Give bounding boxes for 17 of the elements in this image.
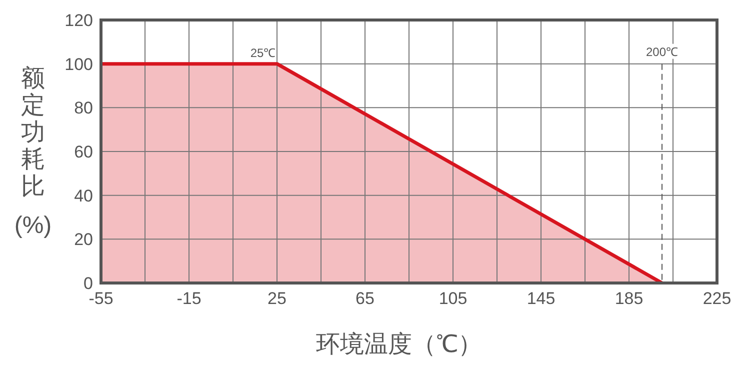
y-tick-label: 60 [74,142,93,162]
x-tick-label: 185 [614,289,644,308]
annotation: 25℃ [250,46,276,60]
x-tick-label: -15 [176,289,202,308]
ref-line-label: 200℃ [646,44,678,59]
y-tick-label: 120 [64,11,93,30]
x-tick-label: 25 [268,289,286,308]
x-tick-label: 145 [526,289,556,308]
y-tick-label: 80 [74,98,93,118]
x-axis-title: 环境温度（℃） [316,331,482,358]
x-tick-label: 225 [702,289,732,308]
x-tick-label: 65 [356,289,374,308]
x-tick-label: 105 [438,289,468,308]
y-tick-label: 100 [64,54,93,74]
y-tick-label: 20 [74,230,93,250]
y-axis-title: 额定功耗比(%) [14,65,52,239]
y-tick-label: 40 [74,186,93,206]
